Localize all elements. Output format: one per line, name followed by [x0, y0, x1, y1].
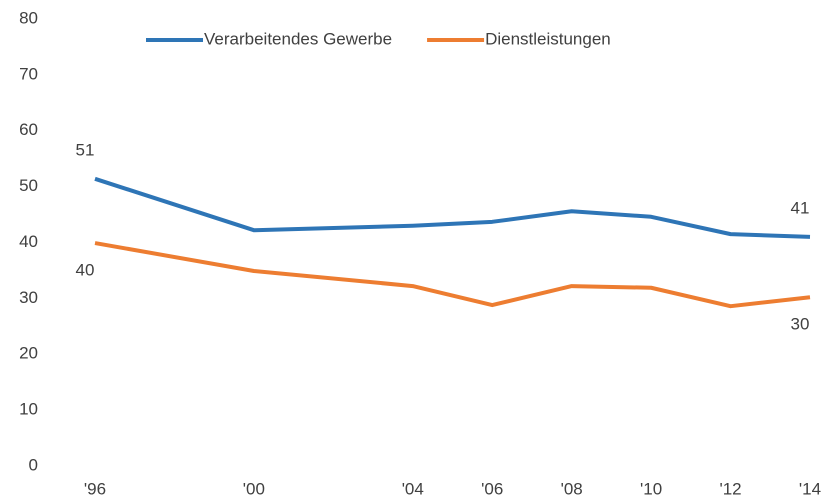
x-tick-label: '14: [799, 479, 821, 498]
y-tick-label: 40: [19, 232, 38, 251]
legend-label: Verarbeitendes Gewerbe: [204, 29, 392, 48]
data-label: 30: [791, 315, 810, 334]
y-tick-label: 80: [19, 8, 38, 27]
x-tick-label: '08: [561, 479, 583, 498]
x-tick-label: '06: [481, 479, 503, 498]
y-tick-label: 70: [19, 64, 38, 83]
y-tick-label: 50: [19, 176, 38, 195]
x-tick-label: '04: [402, 479, 424, 498]
data-label: 41: [791, 198, 810, 217]
y-tick-label: 20: [19, 344, 38, 363]
y-tick-label: 30: [19, 288, 38, 307]
data-label: 40: [76, 261, 95, 280]
series-line: [94, 176, 811, 239]
legend-label: Dienstleistungen: [485, 29, 611, 48]
x-tick-label: '10: [640, 479, 662, 498]
data-label: 51: [76, 140, 95, 159]
y-tick-label: 0: [29, 455, 38, 474]
x-tick-label: '96: [84, 479, 106, 498]
y-tick-label: 60: [19, 120, 38, 139]
x-tick-label: '00: [243, 479, 265, 498]
y-tick-label: 10: [19, 400, 38, 419]
series-line: [94, 241, 811, 309]
x-tick-label: '12: [719, 479, 741, 498]
